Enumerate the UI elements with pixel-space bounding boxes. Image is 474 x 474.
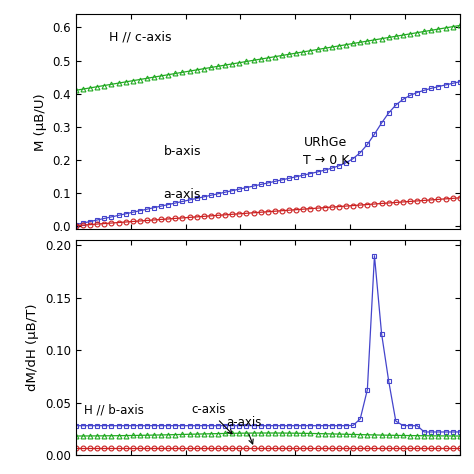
Text: c-axis: c-axis [191,403,232,434]
Text: URhGe
T → 0 K: URhGe T → 0 K [303,136,350,167]
Text: a-axis: a-axis [164,188,201,201]
Text: H // b-axis: H // b-axis [84,403,144,416]
Text: a-axis: a-axis [227,416,262,444]
Y-axis label: dM/dH (μB/T): dM/dH (μB/T) [27,304,39,391]
Text: b-axis: b-axis [164,145,201,158]
Y-axis label: M (μB/U): M (μB/U) [34,93,47,151]
Text: H // c-axis: H // c-axis [109,31,171,44]
